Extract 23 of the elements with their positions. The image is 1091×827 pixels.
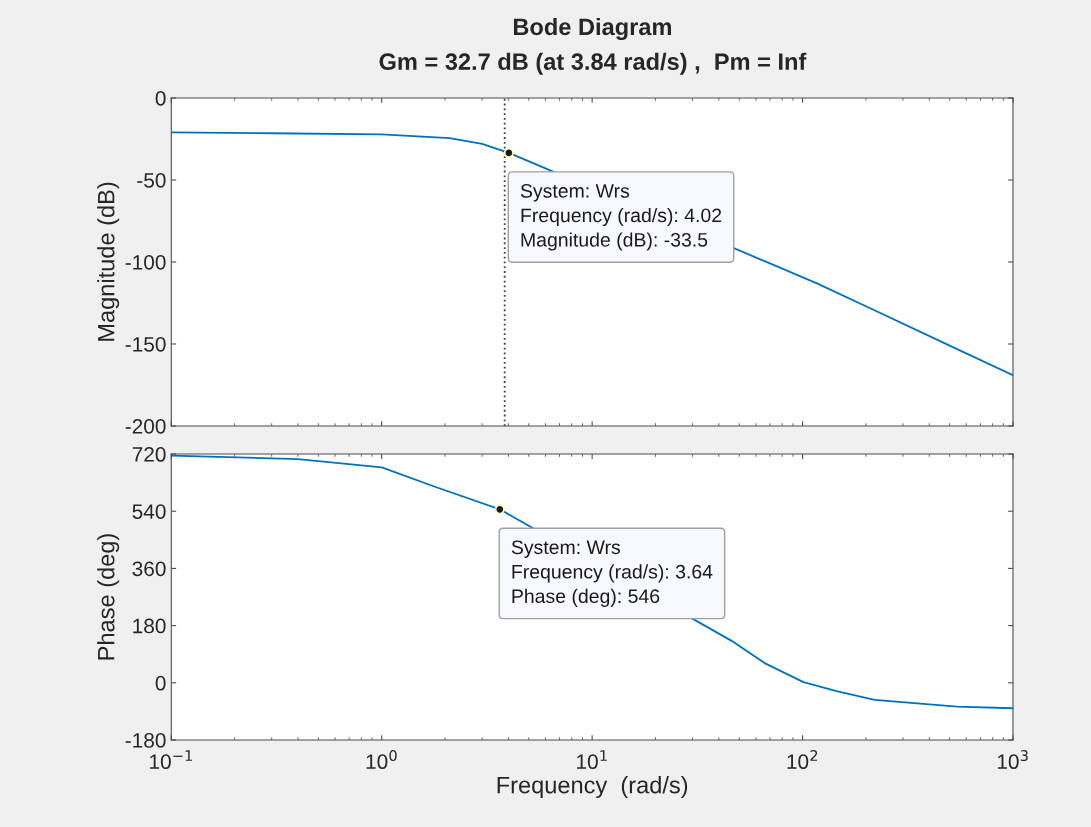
y-tick-label: -200 bbox=[125, 418, 166, 434]
x-tick-label: 10$^{0}$ bbox=[366, 750, 397, 770]
y-tick-label: 0 bbox=[155, 91, 166, 106]
y-tick-label: 360 bbox=[132, 561, 166, 577]
chart-subtitle: Gm = 32.7 dB (at 3.84 rad/s) , Pm = Inf bbox=[379, 52, 807, 75]
y-tick-label: -100 bbox=[125, 254, 166, 270]
x-tick-label: 10$^{2}$ bbox=[787, 750, 818, 770]
x-tick-label: 10$^{1}$ bbox=[577, 750, 607, 770]
y-axis-title: Phase (deg) bbox=[97, 534, 120, 660]
x-axis-title: Frequency (rad/s) bbox=[497, 776, 688, 799]
x-tick-label: 10$^{3}$ bbox=[997, 750, 1028, 770]
y-tick-label: -180 bbox=[125, 733, 166, 748]
y-tick-label: -150 bbox=[125, 336, 166, 352]
y-tick-label: -50 bbox=[137, 173, 166, 188]
annotation: System: Wrs Frequency (rad/s): 4.02 Magnitude (dB): -33.5 bbox=[520, 184, 722, 251]
x-tick-label: 10$^{−1}$ bbox=[150, 750, 192, 770]
annotation: System: Wrs Frequency (rad/s): 3.64 Phase (deg): 546 bbox=[511, 540, 713, 607]
y-tick-label: 540 bbox=[132, 504, 166, 519]
y-tick-label: 180 bbox=[133, 618, 166, 634]
y-tick-label: 720 bbox=[132, 447, 166, 462]
y-tick-label: 0 bbox=[155, 675, 166, 691]
chart-title: Bode Diagram bbox=[513, 17, 671, 40]
y-axis-title: Magnitude (dB) bbox=[97, 182, 120, 341]
